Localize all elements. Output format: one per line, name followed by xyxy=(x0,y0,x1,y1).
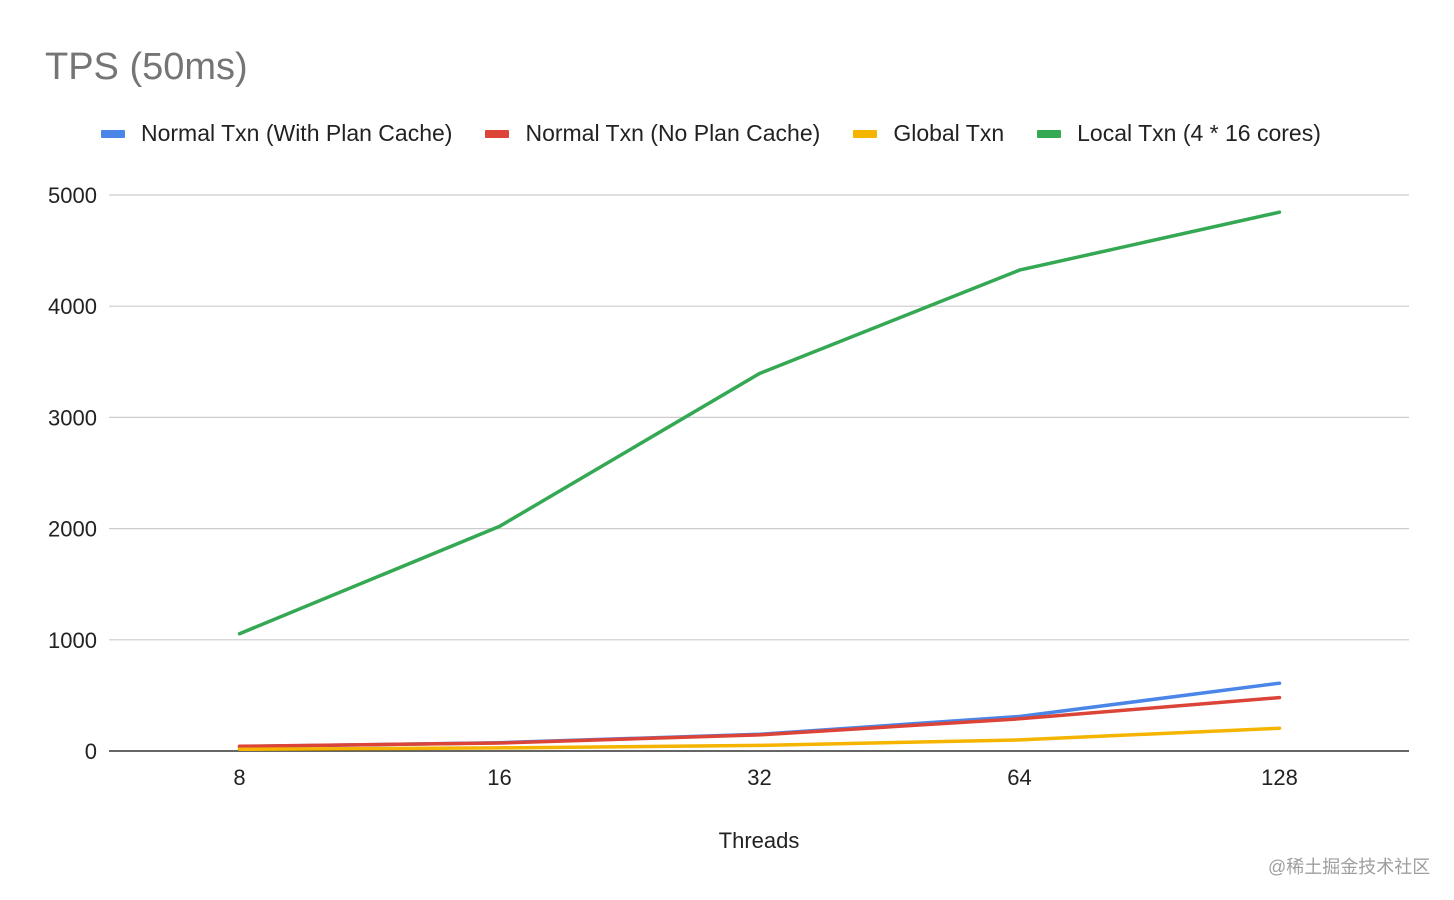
legend-label: Normal Txn (No Plan Cache) xyxy=(525,120,821,146)
legend-swatch xyxy=(485,129,510,138)
legend-label: Local Txn (4 * 16 cores) xyxy=(1077,120,1321,146)
x-tick-label: 64 xyxy=(1007,765,1031,790)
series-line-0 xyxy=(237,681,1282,749)
legend-item-normal-txn-with-plan-cache[interactable]: Normal Txn (With Plan Cache) xyxy=(101,120,452,147)
y-tick-label: 3000 xyxy=(48,405,97,430)
series-lines xyxy=(237,210,1282,752)
legend-item-local-txn[interactable]: Local Txn (4 * 16 cores) xyxy=(1037,120,1321,147)
x-tick-label: 32 xyxy=(747,765,771,790)
legend-swatch xyxy=(101,129,125,138)
chart-title: TPS (50ms) xyxy=(45,46,248,88)
legend-swatch xyxy=(853,129,878,138)
chart-legend: Normal Txn (With Plan Cache) Normal Txn … xyxy=(101,120,1354,147)
series-line-2 xyxy=(237,726,1282,752)
y-axis-ticks: 0 1000 2000 3000 4000 5000 xyxy=(48,183,97,764)
legend-item-normal-txn-no-plan-cache[interactable]: Normal Txn (No Plan Cache) xyxy=(485,120,820,147)
legend-swatch xyxy=(1037,129,1062,138)
x-axis-ticks: 8 16 32 64 128 xyxy=(233,765,1297,790)
legend-item-global-txn[interactable]: Global Txn xyxy=(853,120,1004,147)
legend-label: Normal Txn (With Plan Cache) xyxy=(141,120,453,146)
x-axis-label: Threads xyxy=(719,828,800,853)
y-tick-label: 4000 xyxy=(48,294,97,319)
watermark: @稀土掘金技术社区 xyxy=(1268,857,1431,877)
y-tick-label: 1000 xyxy=(48,628,97,653)
y-tick-label: 2000 xyxy=(48,517,97,542)
x-tick-label: 16 xyxy=(487,765,511,790)
y-tick-label: 5000 xyxy=(48,183,97,208)
y-tick-label: 0 xyxy=(85,739,97,764)
legend-label: Global Txn xyxy=(893,120,1005,146)
x-tick-label: 128 xyxy=(1261,765,1298,790)
grid-lines xyxy=(109,194,1409,752)
series-line-1 xyxy=(237,695,1282,749)
x-tick-label: 8 xyxy=(233,765,245,790)
series-line-3 xyxy=(237,210,1282,636)
